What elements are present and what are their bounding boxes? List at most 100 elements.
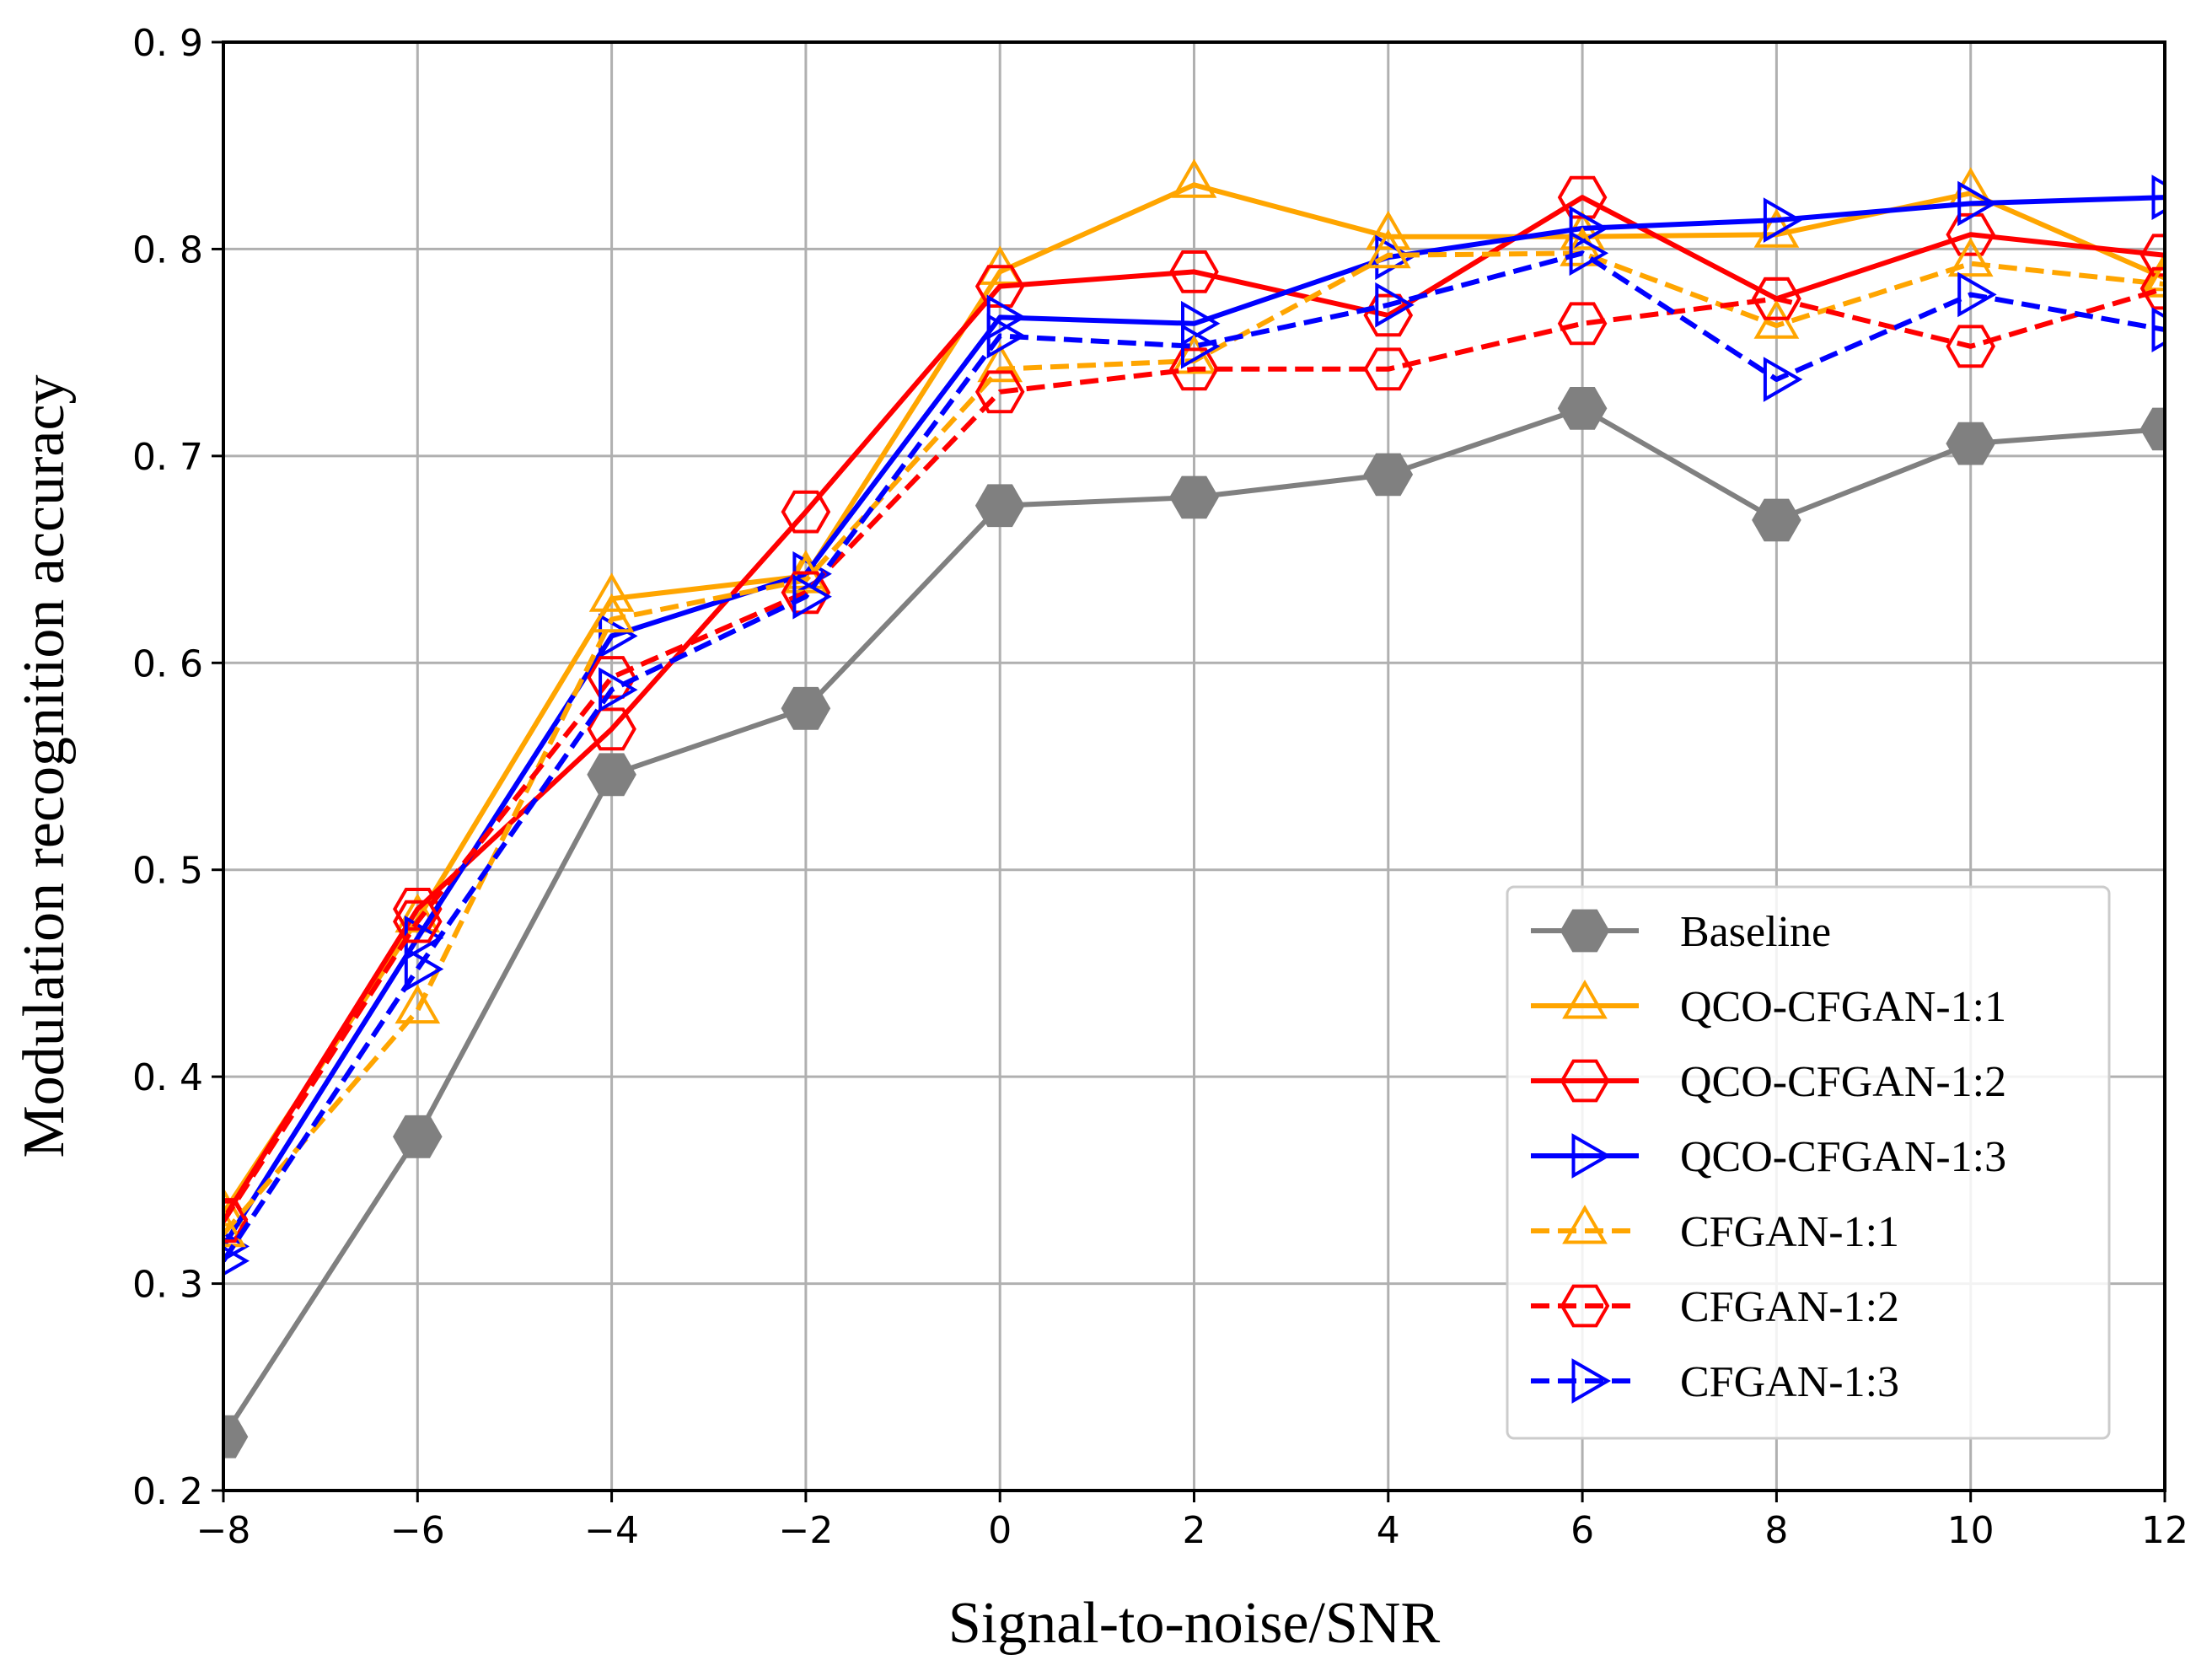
data-point	[1169, 250, 1219, 293]
series-line	[223, 195, 2165, 1248]
series-line	[223, 286, 2165, 1223]
data-point	[1752, 498, 1801, 542]
data-point	[2142, 258, 2165, 298]
legend-label: QCO-CFGAN-1:3	[1680, 1133, 2006, 1181]
data-point	[588, 593, 635, 633]
legend: Baseline QCO-CFGAN-1:1 QCO-CFGAN-1:2 QCO-CF…	[1506, 885, 2111, 1440]
x-tick-label: −4	[584, 1509, 639, 1552]
data-point	[1946, 212, 1996, 256]
data-point	[395, 984, 441, 1024]
legend-label: CFGAN-1:3	[1680, 1358, 1899, 1406]
x-axis-title: Signal-to-noise/SNR	[948, 1591, 1441, 1656]
data-point	[1169, 347, 1219, 391]
data-point	[2140, 266, 2165, 310]
data-point	[1171, 158, 1217, 198]
legend-item: CFGAN-1:2	[1531, 1283, 1899, 1331]
series-line	[223, 195, 2165, 1222]
data-point	[404, 946, 444, 992]
legend-marker	[1562, 1205, 1608, 1244]
x-tick-label: 4	[1377, 1509, 1400, 1552]
data-point	[974, 265, 1025, 308]
legend-item: QCO-CFGAN-1:3	[1531, 1133, 2006, 1181]
data-point	[1363, 453, 1414, 497]
series-cfgan-1-2	[223, 266, 2165, 1244]
series-line	[223, 250, 2165, 1263]
legend-box	[1506, 885, 2111, 1440]
legend-marker	[1571, 1133, 1611, 1179]
data-point	[392, 1115, 443, 1158]
x-tick-label: −6	[390, 1509, 445, 1552]
data-point	[974, 484, 1025, 528]
x-tick-label: 12	[2141, 1509, 2188, 1552]
data-point	[1957, 180, 1997, 227]
data-point	[223, 1415, 249, 1458]
legend-marker	[1571, 1358, 1611, 1404]
data-point	[1557, 387, 1608, 430]
y-tick-label: 0. 9	[132, 22, 203, 65]
data-point	[1946, 325, 1996, 368]
data-point	[1569, 230, 1609, 277]
legend-marker	[1560, 909, 1610, 953]
series-line	[223, 182, 2165, 1215]
y-tick-label: 0. 3	[132, 1264, 203, 1307]
series-lines	[223, 158, 2165, 1458]
data-point	[1957, 271, 1997, 318]
series-baseline	[223, 387, 2165, 1458]
data-point	[587, 707, 636, 751]
legend-item: Baseline	[1531, 908, 1831, 956]
data-point	[588, 572, 635, 612]
y-tick-label: 0. 7	[132, 436, 203, 479]
data-point	[2140, 234, 2165, 277]
y-tick-label: 0. 4	[132, 1056, 203, 1099]
data-point	[1947, 237, 1994, 277]
series-qco-cfgan-1-2	[223, 175, 2165, 1241]
legend-label: CFGAN-1:1	[1680, 1208, 1899, 1256]
data-point	[392, 900, 443, 943]
y-tick-label: 0. 8	[132, 228, 203, 271]
data-point	[223, 1245, 250, 1276]
data-point	[1557, 175, 1608, 219]
data-point	[587, 753, 636, 797]
legend-marker	[1560, 1284, 1610, 1328]
axis-ticks: −8 −6 −4 −2 0 2 4 6 8 10 12 0. 2 0. 3 0. 4 0. 5 0. 6 0. …	[132, 22, 2188, 1552]
data-point	[781, 571, 831, 615]
data-point	[1365, 228, 1411, 269]
legend-label: CFGAN-1:2	[1680, 1283, 1899, 1331]
data-point	[1363, 293, 1414, 337]
data-point	[395, 893, 441, 933]
series-cfgan-1-3	[223, 230, 2165, 1276]
legend-item: CFGAN-1:3	[1531, 1358, 1899, 1406]
legend-label: Baseline	[1680, 908, 1831, 956]
data-point	[2142, 251, 2165, 292]
data-point	[2140, 407, 2165, 451]
legend-marker	[1560, 1059, 1610, 1103]
y-tick-label: 0. 5	[132, 850, 203, 893]
data-point	[792, 573, 832, 620]
x-tick-label: −2	[778, 1509, 833, 1552]
data-point	[1181, 323, 1221, 369]
legend-item: QCO-CFGAN-1:2	[1531, 1058, 2006, 1106]
y-tick-label: 0. 6	[132, 642, 203, 685]
data-point	[1752, 277, 1801, 320]
data-point	[1169, 475, 1219, 519]
data-point	[599, 613, 638, 659]
legend-item: CFGAN-1:1	[1531, 1205, 1899, 1256]
y-tick-label: 0. 2	[132, 1470, 203, 1513]
data-point	[1557, 302, 1608, 346]
data-point	[1181, 300, 1221, 346]
data-point	[2151, 175, 2165, 220]
data-point	[392, 888, 443, 931]
data-point	[986, 313, 1027, 359]
data-point	[974, 370, 1025, 414]
y-axis-title: Modulation recognition accuracy	[12, 374, 77, 1158]
data-point	[223, 1200, 249, 1244]
legend-marker	[1562, 980, 1608, 1019]
data-point	[1375, 282, 1415, 328]
data-point	[977, 342, 1023, 383]
x-tick-label: −8	[196, 1509, 251, 1552]
x-tick-label: 6	[1570, 1509, 1594, 1552]
x-tick-label: 0	[988, 1509, 1012, 1552]
legend-item: QCO-CFGAN-1:1	[1531, 980, 2006, 1031]
data-point	[1763, 357, 1803, 402]
x-tick-label: 10	[1947, 1509, 1995, 1552]
